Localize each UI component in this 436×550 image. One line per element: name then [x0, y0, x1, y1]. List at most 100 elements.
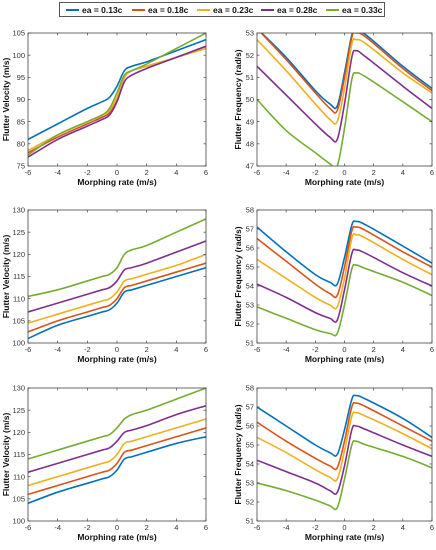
x-tick-label: 4	[401, 168, 405, 177]
x-tick-label: -2	[84, 523, 91, 532]
y-tick-label: 115	[13, 450, 25, 459]
series-line	[28, 33, 206, 156]
subplot: -6 -4 -2 0 2 4 6 100 105 110 115 120 125 130 Morphing …	[1, 384, 208, 542]
y-tick-label: 52	[246, 51, 254, 60]
x-tick-label: 6	[204, 168, 208, 177]
legend: ea = 0.13c ea = 0.18c ea = 0.23c ea = 0.28c…	[59, 2, 385, 17]
series-line	[28, 427, 206, 496]
y-tick-label: 53	[246, 29, 254, 38]
y-tick-label: 85	[17, 117, 25, 126]
y-tick-label: 57	[246, 403, 254, 412]
series-line	[257, 424, 432, 495]
series-line	[257, 263, 432, 337]
legend-line	[326, 8, 339, 11]
series-line	[28, 418, 206, 487]
x-tick-label: -2	[84, 345, 91, 354]
x-axis-label: Morphing rate (m/s)	[77, 177, 157, 187]
y-tick-label: 56	[246, 244, 254, 253]
x-tick-label: 0	[342, 168, 346, 177]
series-line	[257, 38, 432, 125]
plot-frame	[256, 387, 433, 522]
series-line	[257, 49, 432, 143]
subplot: -6 -4 -2 0 2 4 6 100 105 110 115 120 125 130 Morphing …	[1, 206, 208, 364]
subplot: -6 -4 -2 0 2 4 6 75 80 85 90 95 100 105 Morphing rate …	[1, 29, 208, 187]
subplot: -6 -4 -2 0 2 4 6 51 52 53 54 55 56 57 58 Morphing rate …	[233, 206, 434, 364]
series-line	[257, 248, 432, 323]
x-axis-label: Morphing rate (m/s)	[305, 177, 385, 187]
x-tick-label: -4	[54, 168, 61, 177]
legend-item: ea = 0.23c	[197, 3, 253, 16]
series-line	[28, 435, 206, 505]
x-axis-label: Morphing rate (m/s)	[77, 532, 157, 542]
x-tick-label: 4	[401, 345, 405, 354]
y-tick-label: 55	[246, 263, 254, 272]
series-line	[257, 439, 432, 511]
series-line	[260, 33, 432, 110]
legend-label: ea = 0.23c	[213, 4, 254, 15]
series-line	[28, 388, 206, 460]
x-tick-label: -6	[25, 523, 32, 532]
x-tick-label: -6	[254, 345, 261, 354]
x-tick-label: 2	[145, 523, 149, 532]
x-tick-label: 2	[145, 345, 149, 354]
y-tick-label: 58	[246, 206, 254, 215]
x-tick-label: 0	[115, 523, 119, 532]
y-axis-label: Flutter Frequency (rad/s)	[233, 404, 243, 504]
y-tick-label: 51	[246, 517, 254, 526]
y-tick-label: 51	[246, 73, 254, 82]
y-tick-label: 75	[17, 162, 25, 171]
x-tick-label: -4	[283, 345, 290, 354]
x-tick-label: -6	[254, 523, 261, 532]
x-tick-label: -4	[283, 523, 290, 532]
series-line	[260, 33, 432, 114]
series-group	[28, 33, 206, 158]
y-tick-label: 52	[246, 498, 254, 507]
legend-label: ea = 0.18c	[148, 4, 189, 15]
y-tick-label: 125	[12, 406, 25, 415]
y-axis-label: Flutter Velocity (m/s)	[1, 413, 11, 497]
y-tick-label: 50	[246, 95, 254, 104]
series-line	[257, 411, 432, 482]
series-line	[28, 218, 206, 298]
legend-line	[261, 8, 274, 11]
x-tick-label: -4	[283, 168, 290, 177]
series-line	[28, 253, 206, 324]
subplot: -6 -4 -2 0 2 4 6 51 52 53 54 55 56 57 58 Morphing rate …	[233, 384, 434, 542]
legend-item: ea = 0.28c	[261, 3, 317, 16]
series-line	[257, 401, 432, 471]
y-tick-label: 100	[12, 517, 25, 526]
y-tick-label: 49	[246, 117, 254, 126]
legend-label: ea = 0.33c	[342, 4, 383, 15]
series-line	[28, 266, 206, 340]
legend-item: ea = 0.18c	[132, 3, 188, 16]
x-tick-label: 6	[430, 523, 434, 532]
series-group	[257, 394, 432, 511]
y-tick-label: 125	[12, 228, 25, 237]
y-tick-label: 51	[246, 339, 254, 348]
series-line	[257, 225, 432, 299]
y-tick-label: 55	[246, 441, 254, 450]
y-tick-label: 105	[12, 29, 25, 38]
y-tick-label: 54	[246, 282, 254, 291]
legend-line	[197, 8, 210, 11]
legend-label: ea = 0.13c	[82, 4, 123, 15]
series-line	[28, 404, 206, 473]
y-tick-label: 130	[12, 206, 25, 215]
y-tick-label: 95	[17, 73, 25, 82]
y-axis-label: Flutter Velocity (m/s)	[1, 235, 11, 319]
x-tick-label: -2	[84, 168, 91, 177]
x-tick-label: 2	[145, 168, 149, 177]
x-tick-label: -6	[254, 168, 261, 177]
x-tick-label: -4	[54, 523, 61, 532]
x-tick-label: 6	[204, 523, 208, 532]
x-tick-label: 6	[430, 345, 434, 354]
y-tick-label: 105	[12, 494, 25, 503]
y-tick-label: 52	[246, 320, 254, 329]
y-tick-label: 56	[246, 422, 254, 431]
y-tick-label: 90	[17, 95, 25, 104]
y-tick-label: 53	[246, 479, 254, 488]
x-tick-label: -6	[25, 345, 32, 354]
y-tick-label: 53	[246, 301, 254, 310]
